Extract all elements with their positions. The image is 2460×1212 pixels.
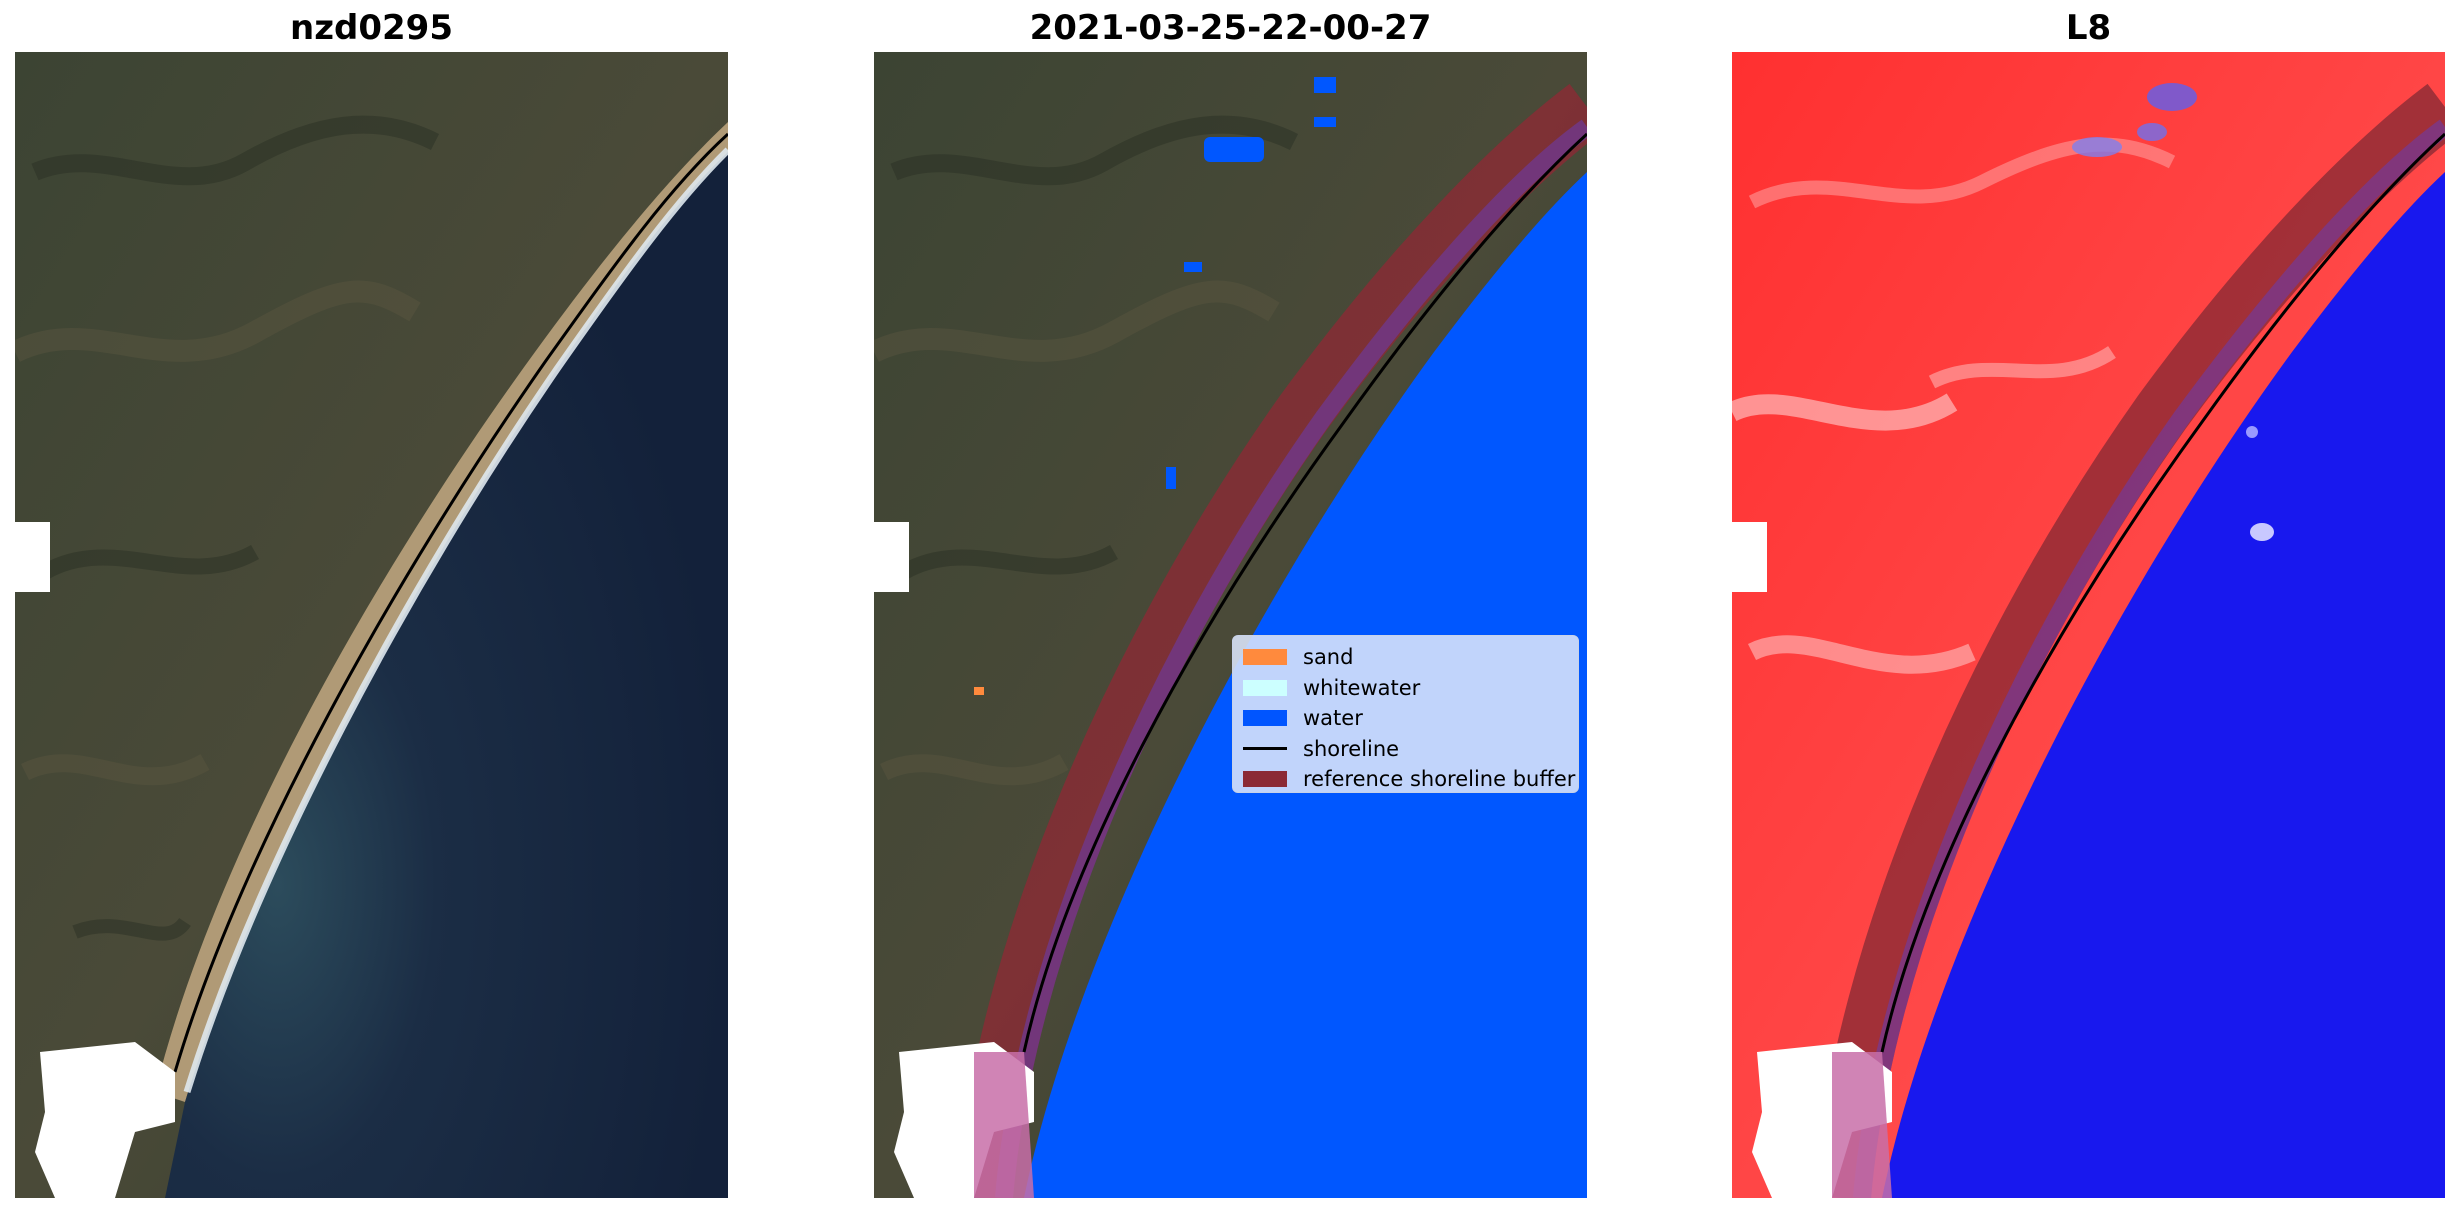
reference-shoreline-buffer [955, 83, 1587, 1198]
surf-zone [183, 147, 728, 1094]
panel-title-index: L8 [2065, 8, 2112, 48]
legend-item-shoreline: shoreline [1243, 734, 1568, 765]
beach-sand [155, 122, 728, 1102]
legend-item-sand: sand [1243, 642, 1568, 673]
legend-swatch-sand [1243, 649, 1287, 666]
legend-item-whitewater: whitewater [1243, 673, 1568, 704]
buffer-nodata-overlap [974, 1052, 1034, 1198]
legend-swatch-water [1243, 710, 1287, 727]
legend-swatch-shoreline [1243, 747, 1287, 751]
buffer-nodata-overlap [1832, 1052, 1892, 1198]
nodata-area [15, 522, 50, 592]
shoreline [1880, 132, 2445, 1053]
legend-label-water: water [1303, 706, 1363, 731]
legend-swatch-whitewater [1243, 679, 1287, 696]
rgb-image-panel [15, 52, 728, 1198]
classified-image [874, 52, 1587, 1198]
ocean-area [165, 152, 728, 1198]
index-image [1732, 52, 2445, 1198]
panel-title-classified: 2021-03-25-22-00-27 [1029, 8, 1432, 48]
shoreline [173, 132, 728, 1073]
reference-shoreline-buffer [1813, 83, 2445, 1198]
index-image-panel [1732, 52, 2445, 1198]
panel-title-rgb: nzd0295 [290, 8, 453, 48]
legend-item-buffer: reference shoreline buffer [1243, 764, 1575, 795]
legend-item-water: water [1243, 703, 1568, 734]
legend: sand whitewater water shoreline referenc… [1232, 635, 1579, 793]
nodata-area [35, 1042, 175, 1198]
legend-swatch-buffer [1243, 771, 1287, 788]
legend-label-shoreline: shoreline [1303, 736, 1400, 761]
legend-label-buffer: reference shoreline buffer [1303, 767, 1576, 792]
shoreline [1022, 132, 1587, 1053]
legend-label-sand: sand [1303, 645, 1354, 670]
water-index [1882, 172, 2445, 1198]
rgb-satellite-image [15, 52, 728, 1198]
legend-label-whitewater: whitewater [1303, 675, 1421, 700]
classified-image-panel [874, 52, 1587, 1198]
